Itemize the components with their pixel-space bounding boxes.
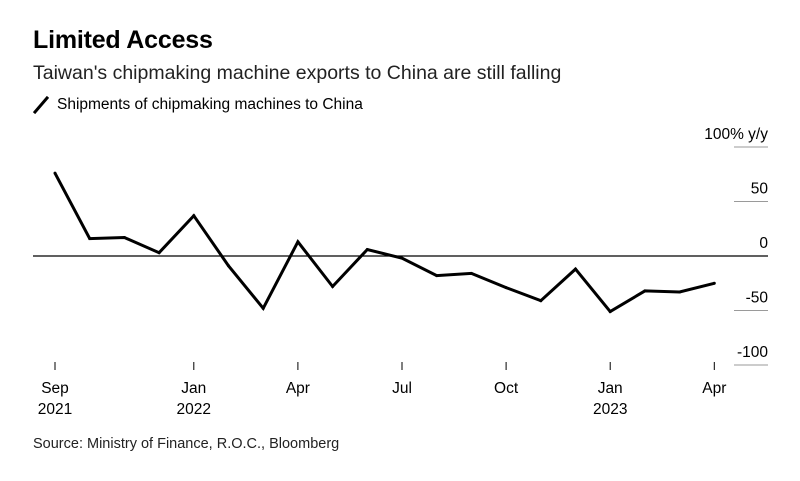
y-tick-label: 50: [751, 181, 769, 198]
data-point: [539, 299, 543, 303]
data-point: [574, 267, 577, 271]
data-point: [712, 281, 716, 285]
gridlines: [33, 146, 768, 366]
data-point: [88, 237, 92, 241]
data-point: [504, 286, 508, 290]
x-tick-label: Sep: [41, 380, 69, 397]
data-point: [261, 306, 265, 310]
chart-title: Limited Access: [33, 26, 213, 54]
y-tick-label: 0: [759, 235, 768, 252]
x-tick-year-label: 2022: [177, 401, 211, 418]
x-tick-label: Jul: [392, 380, 412, 397]
x-tick-label: Oct: [494, 380, 519, 397]
data-point: [608, 310, 612, 314]
x-tick-label: Jan: [181, 380, 206, 397]
y-tick-label: 100% y/y: [704, 126, 768, 143]
legend-line-icon: [33, 96, 49, 114]
data-point: [435, 274, 439, 278]
data-point: [192, 214, 196, 218]
data-point: [400, 256, 404, 260]
data-point: [122, 235, 126, 239]
data-point: [678, 290, 682, 294]
series-layer: [53, 171, 716, 314]
legend-label: Shipments of chipmaking machines to Chin…: [57, 96, 363, 113]
x-tick-label: Apr: [702, 380, 726, 397]
x-tick-label: Jan: [598, 380, 623, 397]
legend: Shipments of chipmaking machines to Chin…: [33, 95, 363, 115]
series-line-shipments: [53, 172, 715, 314]
x-tick-year-label: 2021: [38, 401, 72, 418]
x-tick-label: Apr: [286, 380, 310, 397]
x-tick-year-label: 2023: [593, 401, 627, 418]
data-point: [157, 251, 161, 255]
source-note: Source: Ministry of Finance, R.O.C., Blo…: [33, 436, 340, 452]
data-point: [53, 171, 57, 175]
data-point: [469, 271, 473, 275]
y-tick-label: -50: [746, 290, 769, 307]
x-axis: Sep 2021 Jan 2022 Apr Jul Oct Jan 2023 Apr: [38, 362, 726, 418]
chart-subtitle: Taiwan's chipmaking machine exports to C…: [33, 62, 562, 84]
data-point: [643, 289, 647, 293]
data-point: [331, 285, 335, 289]
y-axis: 100% y/y 50 0 -50 -100: [704, 126, 768, 361]
data-point: [365, 247, 369, 251]
data-point: [296, 240, 300, 244]
data-point: [227, 264, 230, 268]
y-tick-label: -100: [737, 344, 768, 361]
